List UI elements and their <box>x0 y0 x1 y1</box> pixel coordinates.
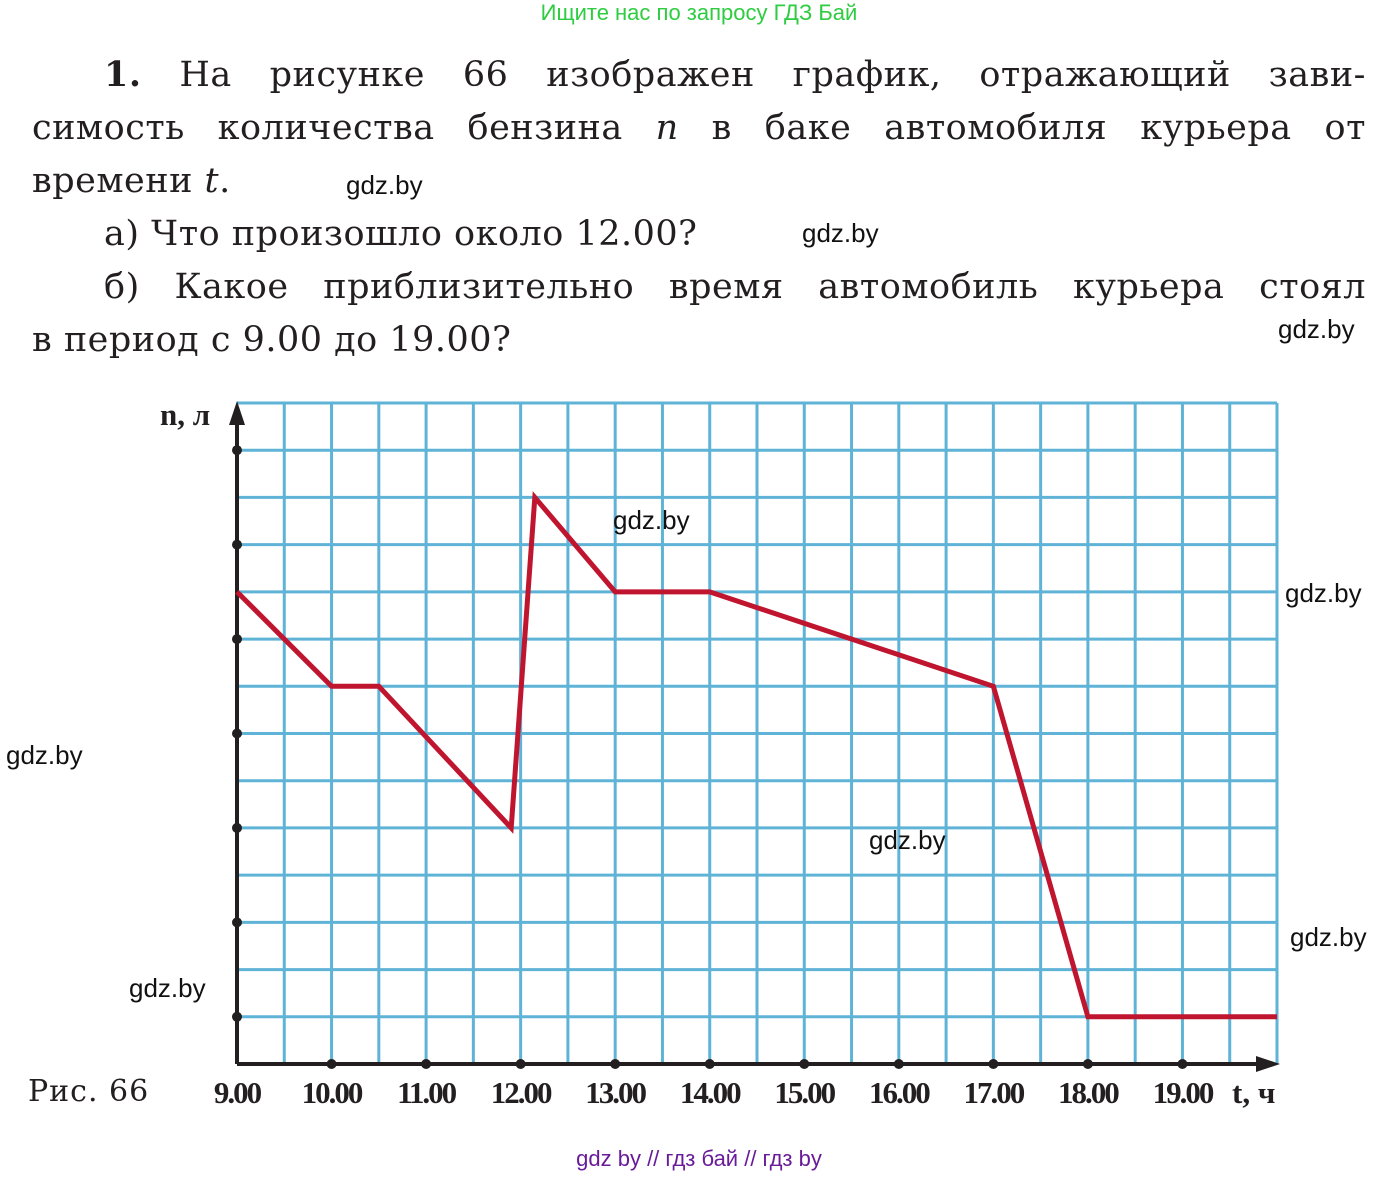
y-tick-mark <box>232 728 242 739</box>
problem-line-2: симость количества бензина n в баке авто… <box>32 102 1366 155</box>
fuel-series-line <box>235 491 1277 1020</box>
question-b-line-1: б) Какое приблизительно время автомобиль… <box>104 267 1366 307</box>
figure-caption: Рис. 66 <box>28 1074 150 1109</box>
x-tick-label: 18.00 <box>1058 1075 1119 1110</box>
y-axis-arrow <box>229 401 245 425</box>
x-tick-label: 15.00 <box>774 1075 835 1110</box>
y-tick-mark <box>232 539 242 550</box>
y-tick-mark <box>232 822 242 833</box>
x-tick-label: 19.00 <box>1153 1075 1214 1110</box>
x-tick-label: 17.00 <box>963 1075 1024 1110</box>
y-axis-label: n, л <box>160 397 210 432</box>
problem-line-1-text: На рисунке 66 изображен график, отражающ… <box>179 55 1366 95</box>
watermark: gdz.by <box>346 170 423 200</box>
x-tick-mark <box>515 1059 526 1069</box>
variable-n: n <box>655 108 679 148</box>
x-axis-arrow <box>1256 1056 1280 1072</box>
problem-line-2a: симость количества бензина <box>32 108 656 148</box>
x-tick-label: 16.00 <box>869 1075 930 1110</box>
y-tick-mark <box>232 1011 242 1022</box>
watermark: gdz.by <box>1285 578 1362 608</box>
problem-line-3b: . <box>219 161 231 201</box>
x-tick-mark <box>893 1059 904 1069</box>
watermark: gdz.by <box>869 825 946 855</box>
x-axis-label: t, ч <box>1232 1075 1275 1110</box>
problem-line-3a: времени <box>32 161 205 201</box>
watermark: gdz.by <box>1278 314 1355 344</box>
x-tick-mark <box>1177 1059 1188 1069</box>
problem-line-3: времени t. <box>32 155 1366 208</box>
y-tick-mark <box>232 445 242 456</box>
y-tick-mark <box>232 917 242 928</box>
x-tick-mark <box>610 1059 621 1069</box>
x-tick-label: 13.00 <box>585 1075 646 1110</box>
watermark: gdz.by <box>6 740 83 770</box>
x-tick-label: 12.00 <box>491 1075 552 1110</box>
x-tick-mark <box>1082 1059 1093 1069</box>
problem-line-2b: в баке автомобиля курьера от <box>678 108 1366 148</box>
watermark: gdz.by <box>129 973 206 1003</box>
footer-links: gdz by // гдз бай // гдз by <box>576 1146 822 1171</box>
question-b-line-2: в период с 9.00 до 19.00? <box>32 320 512 360</box>
x-tick-mark <box>326 1059 337 1069</box>
x-tick-mark <box>704 1059 715 1069</box>
watermark: gdz.by <box>1290 922 1367 952</box>
top-banner: Ищите нас по запросу ГДЗ Бай <box>540 0 858 25</box>
problem-number: 1. <box>104 54 142 95</box>
y-tick-mark <box>232 634 242 645</box>
problem-text: 1. На рисунке 66 изображен график, отраж… <box>32 48 1366 367</box>
watermark: gdz.by <box>802 218 879 248</box>
x-tick-label: 14.00 <box>680 1075 741 1110</box>
question-a: а) Что произошло около 12.00? <box>104 214 698 254</box>
x-tick-label: 9.00 <box>214 1075 262 1110</box>
x-tick-mark <box>988 1059 999 1069</box>
x-tick-mark <box>421 1059 432 1069</box>
x-tick-label: 11.00 <box>397 1075 457 1110</box>
x-tick-mark <box>799 1059 810 1069</box>
watermark: gdz.by <box>613 505 690 535</box>
problem-line-1: 1. На рисунке 66 изображен график, отраж… <box>32 48 1366 102</box>
variable-t: t <box>204 161 220 201</box>
x-tick-label: 10.00 <box>302 1075 363 1110</box>
